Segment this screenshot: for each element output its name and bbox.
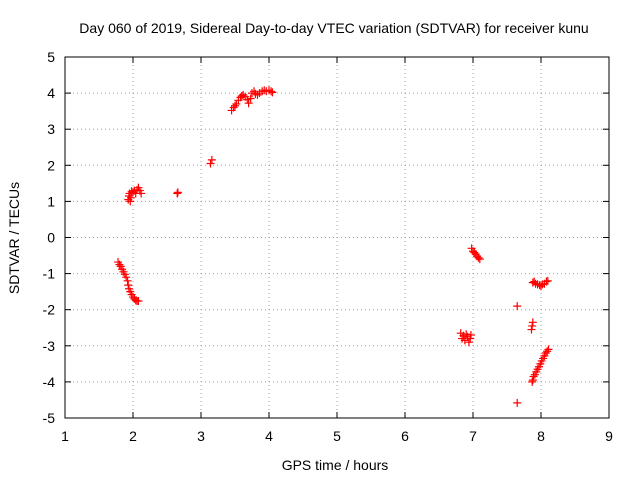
- x-tick-label: 4: [265, 428, 273, 444]
- y-axis-label: SDTVAR / TECUs: [6, 182, 22, 294]
- data-point: [122, 273, 131, 282]
- tick-labels: 1 2 3 4 5 6 7 8 9 -5 -4 -3 -2 -1 0 1 2 3 4 5: [43, 49, 614, 444]
- data-point: [173, 189, 182, 198]
- y-tick-label: -2: [43, 302, 56, 318]
- data-point: [513, 302, 522, 311]
- x-tick-label: 5: [333, 428, 341, 444]
- data-point: [124, 281, 133, 290]
- data-point: [232, 99, 241, 108]
- x-tick-label: 6: [401, 428, 409, 444]
- x-tick-label: 7: [469, 428, 477, 444]
- x-tick-label: 8: [537, 428, 545, 444]
- data-point: [248, 89, 256, 98]
- y-tick-label: 1: [47, 193, 55, 209]
- data-point: [543, 347, 552, 356]
- data-point: [246, 94, 255, 103]
- data-point: [134, 297, 143, 306]
- data-point: [474, 253, 483, 262]
- data-point: [268, 88, 277, 97]
- data-points: [114, 86, 553, 407]
- data-point: [206, 159, 215, 168]
- data-point: [243, 95, 252, 104]
- plot-frame: [64, 56, 610, 419]
- data-point: [466, 330, 475, 339]
- data-point: [528, 321, 537, 330]
- data-point: [137, 189, 146, 198]
- data-point: [538, 280, 547, 289]
- data-point: [173, 188, 182, 197]
- data-point: [466, 334, 475, 343]
- y-tick-label: 4: [47, 85, 55, 101]
- data-point: [475, 255, 484, 264]
- data-point: [542, 277, 551, 286]
- data-point: [543, 276, 552, 285]
- data-point: [528, 377, 537, 386]
- data-point: [231, 101, 239, 110]
- x-tick-label: 3: [197, 428, 205, 444]
- data-point: [531, 279, 540, 288]
- data-point: [237, 91, 246, 100]
- x-tick-label: 9: [605, 428, 613, 444]
- grid-lines: [65, 57, 609, 418]
- data-point: [513, 398, 522, 407]
- y-tick-label: -4: [43, 374, 56, 390]
- x-tick-label: 2: [129, 428, 137, 444]
- y-tick-label: 0: [47, 230, 55, 246]
- data-point: [239, 90, 248, 99]
- data-point: [123, 276, 132, 285]
- data-point: [126, 193, 135, 202]
- data-point: [267, 87, 276, 96]
- data-point: [529, 372, 538, 381]
- y-tick-label: -1: [43, 266, 56, 282]
- y-tick-label: -3: [43, 338, 56, 354]
- data-point: [528, 376, 537, 385]
- y-tick-label: 3: [47, 121, 55, 137]
- data-point: [251, 89, 260, 98]
- data-point: [115, 260, 124, 269]
- y-tick-label: 5: [47, 49, 55, 65]
- data-point: [207, 155, 216, 164]
- data-point: [544, 345, 553, 354]
- data-point: [464, 338, 473, 347]
- chart-title: Day 060 of 2019, Sidereal Day-to-day VTE…: [79, 20, 588, 36]
- data-point: [528, 318, 537, 327]
- x-tick-label: 1: [61, 428, 69, 444]
- y-tick-label: 2: [47, 157, 55, 173]
- data-point: [527, 325, 536, 334]
- x-axis-label: GPS time / hours: [282, 457, 389, 473]
- data-point: [126, 197, 135, 206]
- data-point: [244, 99, 253, 108]
- y-tick-label: -5: [43, 410, 56, 426]
- data-point: [253, 90, 262, 99]
